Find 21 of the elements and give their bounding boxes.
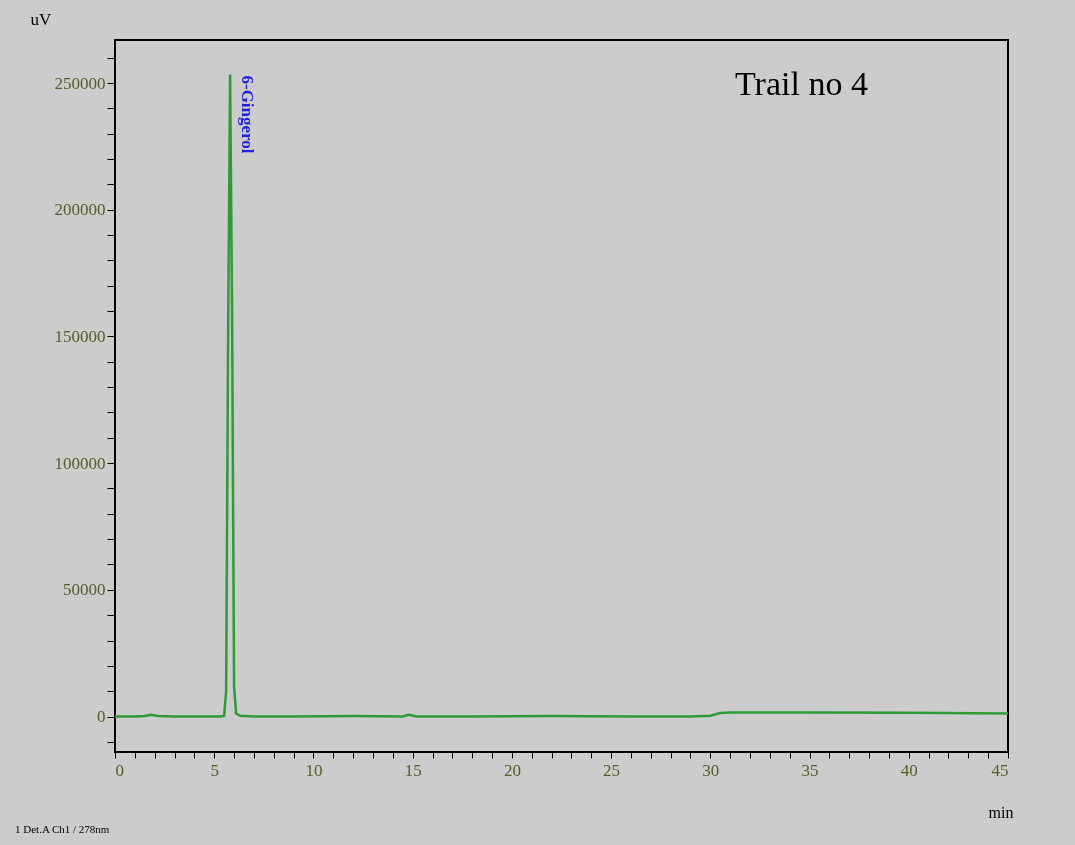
- x-tick-label: 40: [900, 760, 918, 780]
- y-tick-label: 250000: [54, 73, 106, 93]
- x-tick-label: 45: [991, 760, 1009, 780]
- annotation: 6-Gingerol: [238, 75, 258, 154]
- annotation: Trail no 4: [735, 65, 868, 102]
- y-tick-label: 0: [97, 707, 106, 727]
- x-tick-label: 25: [603, 760, 621, 780]
- x-tick-label: 5: [210, 760, 219, 780]
- x-tick-label: 0: [115, 760, 124, 780]
- x-tick-label: 15: [404, 760, 422, 780]
- y-tick-label: 150000: [54, 326, 106, 346]
- x-tick-label: 30: [702, 760, 720, 780]
- y-tick-label: 100000: [54, 453, 106, 473]
- x-tick-label: 35: [801, 760, 819, 780]
- y-axis-title: uV: [30, 9, 52, 29]
- x-axis-title: min: [988, 803, 1014, 821]
- y-tick-label: 50000: [63, 580, 106, 600]
- x-tick-label: 20: [503, 760, 521, 780]
- y-tick-label: 200000: [54, 200, 106, 220]
- text: 1 Det.A Ch1 / 278nm: [15, 823, 110, 835]
- x-tick-label: 10: [305, 760, 323, 780]
